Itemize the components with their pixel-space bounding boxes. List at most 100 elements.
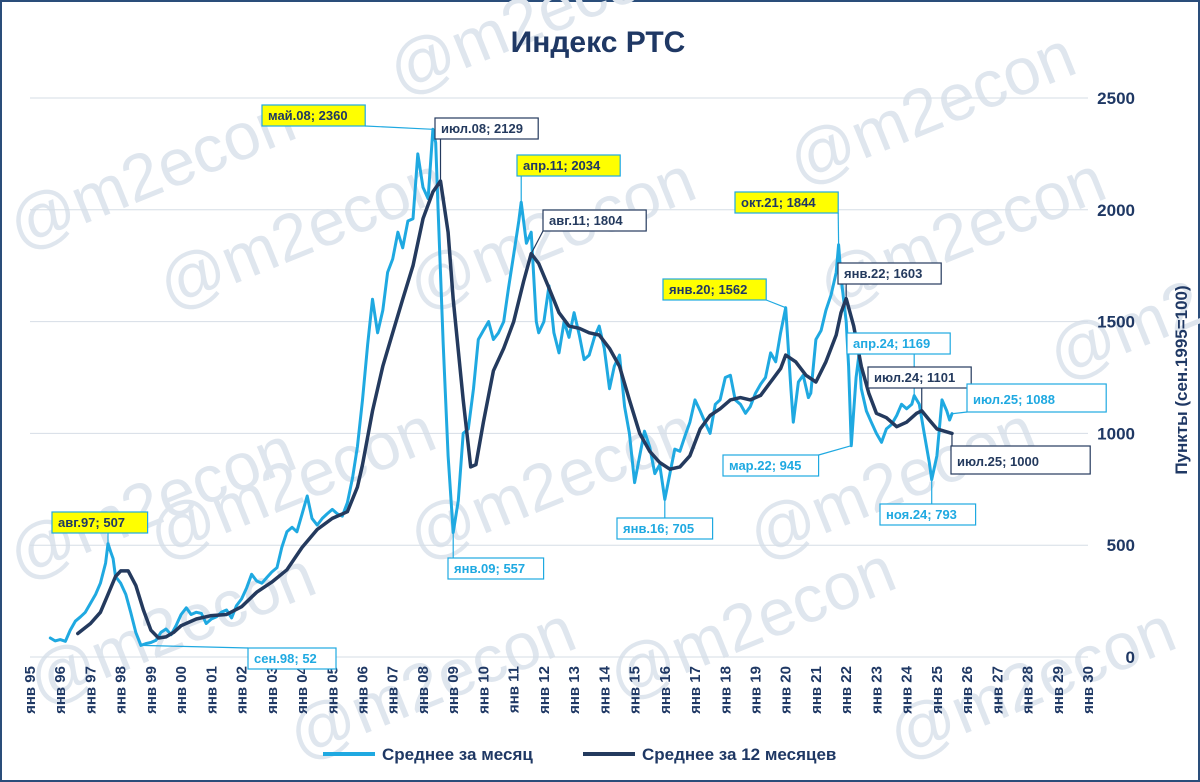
annotation-box bbox=[734, 191, 839, 214]
annotation-label: мар.22; 945 bbox=[729, 458, 801, 473]
annotations-layer: авг.97; 507 сен.98; 52 май.08; 2360 июл.08;… bbox=[51, 104, 1107, 670]
legend: Среднее за месяц Среднее за 12 месяцев bbox=[323, 745, 836, 764]
x-tick-label: янв 02 bbox=[234, 666, 251, 714]
annotation: май.08; 2360 bbox=[261, 104, 433, 130]
series-line-avg12 bbox=[76, 179, 954, 640]
x-axis-ticks: янв 95 янв 96 янв 97 янв 98 янв 99 янв 00 янв … bbox=[22, 665, 1097, 714]
annotation-leader bbox=[951, 411, 968, 415]
x-tick-label: янв 98 bbox=[113, 666, 130, 714]
x-tick-label: янв 22 bbox=[838, 666, 855, 714]
annotation-box bbox=[867, 366, 972, 389]
x-tick-label: янв 23 bbox=[868, 666, 885, 714]
annotation-label: май.08; 2360 bbox=[268, 108, 348, 123]
annotation-box bbox=[434, 117, 539, 140]
annotation: янв.22; 1603 bbox=[837, 262, 942, 299]
annotation: апр.24; 1169 bbox=[846, 332, 951, 396]
annotation-box bbox=[447, 557, 545, 580]
x-tick-label: янв 96 bbox=[52, 666, 69, 714]
annotation-label: авг.11; 1804 bbox=[549, 213, 623, 228]
y-axis-label: Пункты (сен.1995=100) bbox=[1172, 285, 1191, 474]
y-tick-label: 1000 bbox=[1097, 424, 1135, 443]
annotation-box bbox=[247, 647, 337, 670]
annotation-label: янв.09; 557 bbox=[454, 561, 525, 576]
annotation-box bbox=[950, 445, 1091, 475]
annotation: янв.20; 1562 bbox=[662, 278, 786, 309]
x-tick-label: янв 97 bbox=[82, 666, 99, 714]
y-tick-label: 0 bbox=[1126, 648, 1135, 667]
x-tick-label: янв 99 bbox=[143, 666, 160, 714]
x-tick-label: янв 06 bbox=[355, 666, 372, 714]
x-tick-label: янв 19 bbox=[747, 666, 764, 714]
annotation-box bbox=[966, 383, 1107, 413]
x-tick-label: янв 17 bbox=[687, 666, 704, 714]
x-tick-label: янв 01 bbox=[203, 666, 220, 714]
chart-title: Индекс РТС bbox=[511, 26, 686, 59]
x-tick-label: янв 95 bbox=[22, 666, 39, 714]
series-line-monthly bbox=[48, 127, 954, 647]
annotation-label: июл.08; 2129 bbox=[441, 121, 523, 136]
annotation-box bbox=[261, 104, 366, 127]
annotation-box bbox=[516, 154, 621, 177]
x-tick-label: янв 05 bbox=[324, 666, 341, 714]
x-tick-label: янв 12 bbox=[536, 666, 553, 714]
annotation: июл.08; 2129 bbox=[434, 117, 539, 181]
x-tick-label: янв 28 bbox=[1020, 666, 1037, 714]
y-tick-label: 2000 bbox=[1097, 201, 1135, 220]
annotation-box bbox=[662, 278, 767, 301]
watermark-text: @m2econ bbox=[738, 391, 1046, 573]
annotation: окт.21; 1844 bbox=[734, 191, 840, 245]
annotation-box bbox=[616, 517, 714, 540]
y-tick-label: 500 bbox=[1107, 536, 1135, 555]
x-tick-label: янв 13 bbox=[566, 666, 583, 714]
annotation: апр.11; 2034 bbox=[516, 154, 621, 203]
y-axis-ticks: 0 500 1000 1500 2000 2500 bbox=[1097, 89, 1135, 667]
x-tick-label: янв 04 bbox=[294, 665, 311, 714]
annotation: мар.22; 945 bbox=[722, 445, 852, 477]
annotation-box bbox=[51, 511, 149, 534]
annotation-leader bbox=[765, 299, 786, 309]
annotation: сен.98; 52 bbox=[140, 644, 337, 670]
watermark-text: @m2econ bbox=[398, 391, 706, 573]
x-tick-label: янв 16 bbox=[657, 666, 674, 714]
annotation-box bbox=[722, 454, 820, 477]
x-tick-label: янв 26 bbox=[959, 666, 976, 714]
annotation-leader bbox=[365, 125, 433, 130]
x-tick-label: янв 14 bbox=[596, 665, 613, 714]
x-tick-label: янв 15 bbox=[627, 666, 644, 714]
annotation-label: янв.16; 705 bbox=[623, 521, 694, 536]
annotation: июл.24; 1101 bbox=[867, 366, 972, 411]
x-tick-label: янв 25 bbox=[929, 666, 946, 714]
x-tick-label: янв 08 bbox=[415, 666, 432, 714]
y-tick-label: 2500 bbox=[1097, 89, 1135, 108]
annotation-label: апр.11; 2034 bbox=[523, 158, 601, 173]
annotation-label: авг.97; 507 bbox=[58, 515, 125, 530]
x-tick-label: янв 10 bbox=[475, 666, 492, 714]
annotation: янв.09; 557 bbox=[447, 532, 545, 580]
x-tick-label: янв 29 bbox=[1050, 666, 1067, 714]
annotation: авг.97; 507 bbox=[51, 511, 149, 544]
x-tick-label: янв 09 bbox=[445, 666, 462, 714]
annotation-leader bbox=[140, 644, 249, 649]
annotation-box bbox=[542, 209, 647, 232]
annotation-label: апр.24; 1169 bbox=[853, 336, 930, 351]
annotation-label: июл.25; 1000 bbox=[957, 454, 1039, 469]
annotation: ноя.24; 793 bbox=[879, 479, 977, 526]
annotation-label: июл.25; 1088 bbox=[973, 392, 1055, 407]
x-tick-label: янв 24 bbox=[899, 665, 916, 714]
annotation: янв.16; 705 bbox=[616, 499, 714, 540]
legend-label-monthly: Среднее за месяц bbox=[382, 745, 533, 764]
annotation-leader bbox=[530, 230, 544, 254]
x-tick-label: янв 07 bbox=[385, 666, 402, 714]
annotation-label: ноя.24; 793 bbox=[886, 507, 957, 522]
annotation-label: сен.98; 52 bbox=[254, 651, 317, 666]
x-tick-label: янв 21 bbox=[808, 666, 825, 714]
annotation-label: окт.21; 1844 bbox=[741, 195, 816, 210]
annotation: июл.25; 1088 bbox=[951, 383, 1107, 415]
x-tick-label: янв 00 bbox=[173, 666, 190, 714]
annotation: авг.11; 1804 bbox=[530, 209, 647, 254]
x-tick-label: янв 18 bbox=[717, 666, 734, 714]
x-tick-label: янв 03 bbox=[264, 666, 281, 714]
x-tick-label: янв 30 bbox=[1080, 666, 1097, 714]
annotation-box bbox=[837, 262, 942, 285]
